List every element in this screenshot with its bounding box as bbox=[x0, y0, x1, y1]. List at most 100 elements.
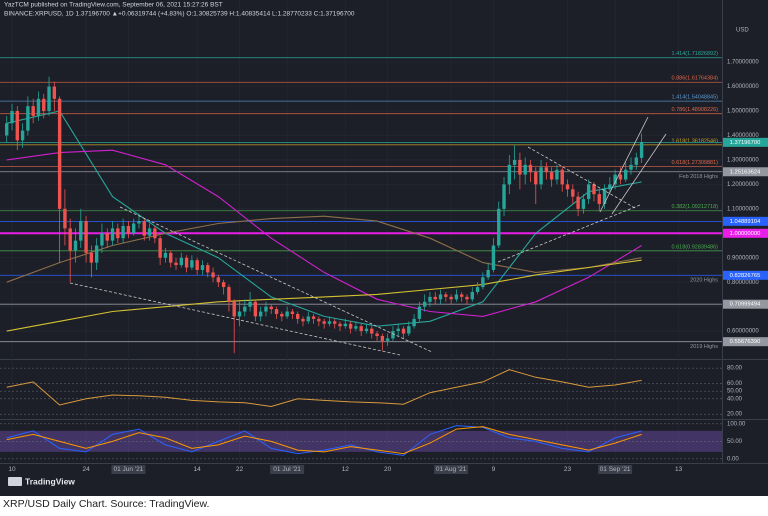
price-label: 1.00000000 bbox=[730, 231, 761, 237]
candle-body bbox=[52, 86, 57, 99]
candle-body bbox=[306, 316, 310, 322]
y-tick-label: 1.10000000 bbox=[727, 206, 759, 212]
indicator-line bbox=[6, 425, 642, 456]
candle-body bbox=[518, 159, 522, 175]
trendline bbox=[497, 204, 641, 263]
candle-body bbox=[449, 296, 453, 300]
candle-body bbox=[179, 257, 184, 266]
logo: TradingView bbox=[8, 476, 75, 486]
candle-body bbox=[581, 199, 586, 209]
candle-body bbox=[84, 221, 88, 253]
candle-body bbox=[290, 311, 295, 314]
candle-body bbox=[354, 326, 358, 329]
y-tick-label: 1.40000000 bbox=[727, 133, 759, 139]
x-tick-label: 13 bbox=[675, 466, 683, 473]
candle-body bbox=[512, 159, 517, 165]
price-box bbox=[723, 299, 768, 309]
candle-body bbox=[608, 184, 612, 190]
candle-body bbox=[232, 301, 236, 317]
x-tick-box bbox=[598, 465, 633, 474]
candle-body bbox=[285, 311, 289, 317]
y-tick-label: 100.00 bbox=[727, 421, 746, 427]
candle-body bbox=[142, 221, 146, 236]
price-box bbox=[723, 216, 768, 226]
y-axis-label: USD bbox=[736, 28, 749, 34]
candle-body bbox=[126, 225, 131, 234]
candle-body bbox=[195, 260, 199, 270]
candle-body bbox=[158, 238, 162, 258]
level-note: 2020 Highs bbox=[690, 278, 718, 284]
candle-body bbox=[327, 321, 332, 324]
background bbox=[0, 0, 768, 496]
candle-body bbox=[237, 311, 242, 317]
candle-body bbox=[343, 323, 348, 327]
logo-text: TradingView bbox=[25, 476, 75, 486]
candle-body bbox=[100, 233, 104, 246]
moving-average bbox=[6, 110, 642, 327]
x-tick-label: 24 bbox=[82, 466, 90, 473]
price-box bbox=[723, 337, 768, 347]
candle-body bbox=[253, 301, 258, 317]
candle-body bbox=[221, 282, 226, 288]
candle-body bbox=[539, 167, 543, 185]
candle-body bbox=[5, 123, 9, 136]
price-label: 1.37196700 bbox=[730, 140, 761, 146]
candle-body bbox=[73, 240, 78, 251]
fib-label: 1.414(1.54048845) bbox=[672, 95, 719, 101]
fib-label: 0.886(1.61764384) bbox=[672, 76, 719, 82]
candle-body bbox=[602, 189, 607, 204]
candle-body bbox=[280, 313, 284, 317]
candle-body bbox=[110, 228, 115, 241]
candle-body bbox=[243, 306, 247, 312]
header-symbol: BINANCE:XRPUSD, 1D 1.37196700 ▲+0.063197… bbox=[4, 11, 355, 18]
candle-body bbox=[200, 265, 205, 270]
channel-line bbox=[611, 133, 667, 215]
candle-body bbox=[248, 301, 252, 307]
candle-body bbox=[470, 291, 474, 300]
candle-body bbox=[190, 260, 194, 268]
candle-body bbox=[460, 294, 464, 297]
level-note: Feb 2018 Highs bbox=[679, 174, 718, 180]
candle-body bbox=[491, 245, 496, 270]
candle-body bbox=[438, 294, 443, 300]
candle-body bbox=[486, 269, 490, 278]
price-label: 1.25163624 bbox=[730, 169, 761, 175]
candle-body bbox=[163, 252, 168, 258]
candle-body bbox=[15, 111, 20, 141]
fib-label: 1.414(1.71826892) bbox=[672, 51, 719, 57]
candle-body bbox=[105, 233, 109, 241]
candle-body bbox=[216, 277, 221, 283]
candle-body bbox=[565, 184, 570, 190]
x-tick-label: 01 Aug '21 bbox=[436, 466, 467, 473]
candle-body bbox=[444, 294, 448, 297]
candle-body bbox=[348, 323, 353, 329]
y-tick-label: 50.00 bbox=[727, 389, 743, 395]
x-tick-box bbox=[111, 465, 146, 474]
candle-body bbox=[428, 296, 432, 302]
candle-body bbox=[465, 296, 469, 300]
candle-body bbox=[359, 326, 363, 332]
candle-body bbox=[560, 169, 564, 185]
logo-icon bbox=[8, 477, 22, 486]
candle-body bbox=[295, 313, 300, 319]
y-tick-label: 1.70000000 bbox=[727, 60, 759, 66]
trendline bbox=[119, 206, 433, 353]
x-tick-label: 20 bbox=[384, 466, 392, 473]
candle-body bbox=[624, 169, 628, 180]
candle-body bbox=[634, 157, 638, 165]
candle-body bbox=[269, 306, 273, 310]
candle-body bbox=[549, 172, 554, 180]
candle-body bbox=[57, 98, 62, 209]
candle-body bbox=[206, 265, 210, 273]
candle-body bbox=[586, 184, 591, 200]
price-box bbox=[723, 167, 768, 177]
candle-body bbox=[597, 194, 601, 204]
candle-body bbox=[629, 164, 633, 170]
price-box bbox=[723, 137, 768, 147]
fib-label: 0.618(1.27309881) bbox=[672, 160, 719, 166]
fib-label: 0.618(0.92839486) bbox=[672, 244, 719, 250]
y-tick-label: 1.30000000 bbox=[727, 158, 759, 164]
price-label: 0.70999494 bbox=[730, 302, 761, 308]
price-label: 1.04889104 bbox=[730, 219, 761, 225]
candle-body bbox=[401, 328, 406, 334]
